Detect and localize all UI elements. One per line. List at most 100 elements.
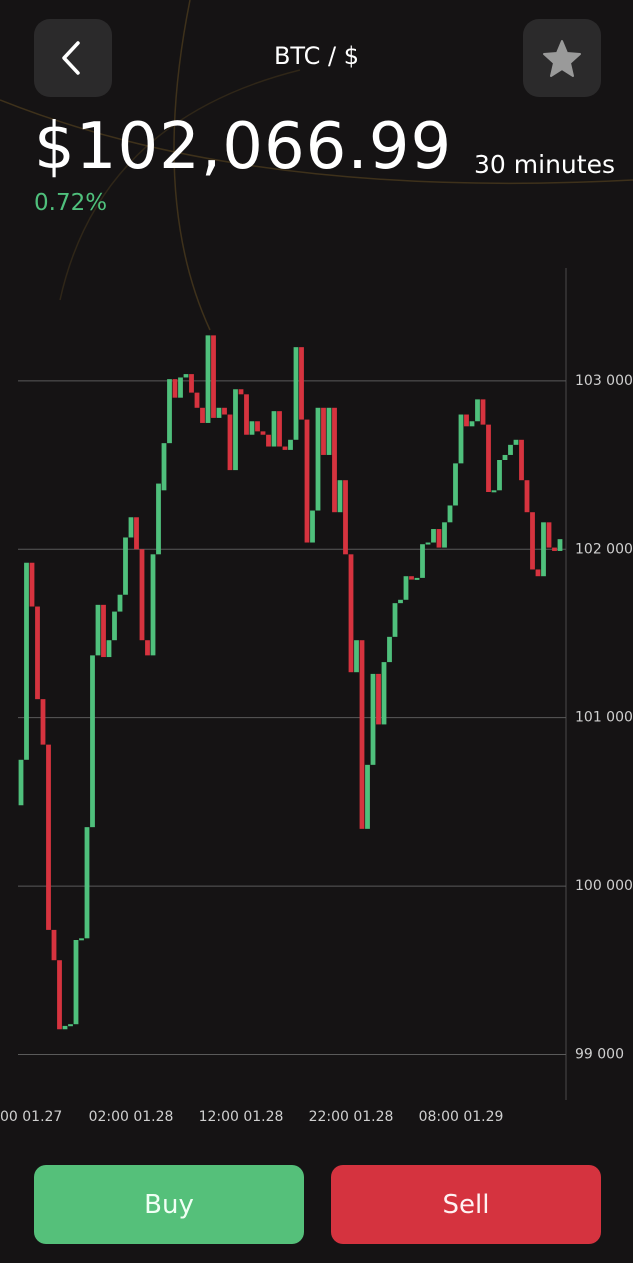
candle — [326, 407, 332, 455]
candle — [150, 554, 156, 656]
candle — [172, 379, 178, 398]
candle — [216, 407, 222, 418]
candle — [112, 611, 117, 641]
x-tick-label: 22:00 01.28 — [309, 1109, 394, 1125]
candle — [211, 335, 216, 418]
candle — [299, 347, 304, 420]
candle — [557, 539, 563, 551]
candle — [315, 407, 321, 511]
candle — [205, 335, 211, 423]
y-tick-label: 99 000 — [575, 1047, 624, 1063]
interval[interactable]: 30 minutes — [474, 150, 615, 179]
candle — [387, 636, 392, 663]
candle — [524, 480, 530, 513]
candle — [343, 480, 348, 555]
candle — [491, 490, 497, 493]
candle — [420, 544, 425, 578]
candle — [480, 399, 486, 425]
candle — [101, 604, 106, 658]
candle — [409, 576, 414, 580]
pair-title: BTC / $ — [273, 42, 360, 70]
candle — [282, 446, 288, 450]
candle — [90, 655, 95, 828]
back-icon — [62, 41, 80, 75]
back-button[interactable] — [34, 19, 112, 97]
candle — [293, 347, 299, 440]
candle — [304, 419, 310, 543]
candle — [453, 463, 458, 506]
candle — [552, 547, 557, 551]
candle — [458, 414, 464, 464]
x-tick-label: 02:00 01.28 — [89, 1109, 174, 1125]
candle — [200, 407, 205, 423]
candle — [238, 389, 244, 395]
candle — [266, 434, 271, 447]
candle — [497, 460, 502, 491]
candle — [277, 411, 282, 447]
candle — [260, 431, 266, 435]
candle — [244, 394, 249, 435]
candle — [271, 411, 277, 447]
candle — [513, 439, 519, 445]
y-tick-label: 102 000 — [575, 541, 633, 557]
candle — [167, 379, 172, 444]
candle — [18, 759, 24, 806]
candle — [310, 510, 315, 543]
candle — [95, 604, 101, 656]
x-tick-label: 12:00 01.28 — [199, 1109, 284, 1125]
candle — [392, 603, 398, 637]
candle — [189, 374, 194, 393]
candle — [425, 542, 431, 545]
favorite-button[interactable] — [523, 19, 601, 97]
candle — [183, 374, 189, 378]
candle — [62, 1025, 68, 1030]
candle — [222, 407, 227, 415]
candle — [332, 407, 337, 513]
candle — [249, 421, 255, 435]
candle — [57, 960, 62, 1030]
candle — [376, 673, 381, 725]
candle — [508, 444, 513, 455]
candle — [486, 424, 491, 492]
candle — [348, 554, 354, 673]
candle — [117, 594, 123, 612]
candle — [475, 399, 480, 422]
candle — [178, 377, 183, 398]
candle — [40, 699, 46, 745]
candle — [255, 421, 260, 432]
candle — [139, 549, 145, 641]
price-change: 0.72% — [34, 190, 108, 216]
candle — [288, 439, 293, 450]
candle — [354, 640, 359, 673]
price: $102,066.99 — [34, 110, 453, 184]
candle — [381, 662, 387, 725]
y-tick-label: 101 000 — [575, 710, 633, 726]
candle — [414, 577, 420, 580]
candle — [145, 640, 150, 656]
candle — [535, 569, 541, 577]
candle — [519, 439, 524, 481]
candle — [321, 407, 326, 455]
star-icon — [543, 40, 581, 77]
candle — [541, 522, 546, 577]
buy-button[interactable]: Buy — [34, 1165, 304, 1244]
candle — [469, 421, 475, 427]
candle — [156, 483, 161, 555]
candle — [46, 744, 51, 930]
candle — [123, 537, 128, 595]
candle — [403, 576, 409, 600]
candle — [106, 640, 112, 658]
candlestick-chart: 99 000 100 000 101 000 102 000 103 000 00 01.… — [0, 268, 633, 1125]
x-tick-label: 08:00 01.29 — [419, 1109, 504, 1125]
sell-button[interactable]: Sell — [331, 1165, 601, 1244]
y-tick-label: 103 000 — [575, 373, 633, 389]
candle — [337, 480, 343, 513]
candle — [194, 392, 200, 408]
candle — [227, 414, 233, 471]
candle — [436, 529, 442, 548]
candle — [442, 522, 447, 548]
candle — [29, 562, 35, 607]
candle — [530, 512, 535, 570]
candle — [134, 517, 139, 550]
